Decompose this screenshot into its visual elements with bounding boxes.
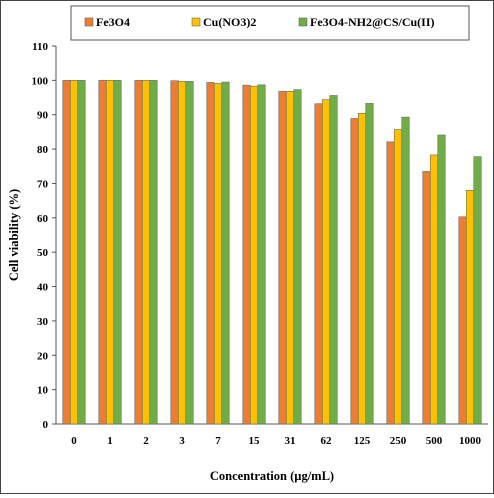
x-axis: 0 1 2 3 7 15 31 62 125 250 500 1000 (56, 423, 488, 447)
bar-Cu(NO3)2-62 (321, 99, 331, 425)
y-tick-label: 10 (37, 385, 49, 397)
bar-Cu(NO3)2-500 (429, 154, 439, 425)
bar-Cu(NO3)2-125 (357, 113, 367, 425)
bar-Fe3O4-7 (206, 82, 215, 425)
bar-Cu(NO3)2-1000 (465, 190, 475, 425)
x-tick-label: 62 (321, 435, 333, 447)
bar-group (62, 80, 482, 425)
x-tick-label: 31 (285, 435, 296, 447)
y-tick-label: 70 (37, 178, 49, 190)
y-axis-title: Cell viability (%) (7, 189, 21, 281)
x-tick-label: 7 (215, 435, 221, 447)
bar-Fe3O4-3 (170, 80, 179, 425)
y-tick-label: 30 (37, 316, 49, 328)
x-tick-label: 0 (71, 435, 77, 447)
bar-Fe3O4-NH2@CS/Cu(II)-15 (257, 84, 266, 425)
bar-Cu(NO3)2-15 (249, 85, 259, 425)
bar-Cu(NO3)2-250 (393, 129, 403, 425)
bar-Cu(NO3)2-7 (213, 83, 223, 425)
x-tick-label: 15 (249, 435, 261, 447)
legend-swatch-Cu(NO3)2 (191, 17, 201, 27)
bar-Fe3O4-500 (422, 171, 431, 425)
bar-Fe3O4-NH2@CS/Cu(II)-1000 (473, 156, 482, 425)
bar-Fe3O4-NH2@CS/Cu(II)-7 (221, 81, 230, 425)
bar-Cu(NO3)2-2 (141, 80, 151, 425)
bar-Fe3O4-NH2@CS/Cu(II)-0 (77, 80, 86, 425)
bar-Fe3O4-NH2@CS/Cu(II)-1 (113, 80, 122, 425)
bar-Fe3O4-NH2@CS/Cu(II)-500 (437, 134, 446, 425)
legend-swatch-Fe3O4 (84, 17, 94, 27)
x-tick-label: 3 (179, 435, 185, 447)
y-tick-label: 50 (37, 247, 49, 259)
bar-Fe3O4-1000 (458, 216, 467, 425)
legend-label-Fe3O4: Fe3O4 (96, 15, 130, 29)
bar-Fe3O4-250 (386, 141, 395, 425)
bar-Fe3O4-31 (278, 91, 287, 425)
legend-box (70, 5, 470, 41)
legend-label-Cu(NO3)2: Cu(NO3)2 (203, 15, 256, 29)
y-tick-label: 110 (32, 41, 48, 53)
x-tick-label: 2 (143, 435, 149, 447)
y-tick-label: 0 (43, 419, 49, 431)
bar-Cu(NO3)2-3 (177, 81, 187, 425)
bar-Fe3O4-62 (314, 103, 323, 425)
bar-Fe3O4-NH2@CS/Cu(II)-62 (329, 95, 338, 425)
x-tick-label: 500 (426, 435, 443, 447)
y-tick-label: 90 (37, 110, 49, 122)
bar-Fe3O4-2 (134, 80, 143, 425)
bar-Fe3O4-NH2@CS/Cu(II)-125 (365, 103, 374, 425)
bar-Fe3O4-1 (98, 80, 107, 425)
bar-Fe3O4-NH2@CS/Cu(II)-250 (401, 116, 410, 425)
y-tick-label: 60 (37, 213, 49, 225)
bar-Fe3O4-0 (62, 80, 71, 425)
bar-Cu(NO3)2-1 (105, 80, 115, 425)
x-axis-title: Concentration (µg/mL) (210, 469, 334, 483)
x-tick-label: 1000 (459, 435, 482, 447)
x-tick-label: 250 (390, 435, 407, 447)
y-tick-label: 40 (37, 282, 49, 294)
bar-Fe3O4-NH2@CS/Cu(II)-3 (185, 81, 194, 425)
bar-Cu(NO3)2-31 (285, 91, 295, 425)
bar-Fe3O4-NH2@CS/Cu(II)-2 (149, 80, 158, 425)
x-tick-label: 1 (107, 435, 113, 447)
y-axis: 0 10 20 30 40 50 60 70 80 90 100 110 (32, 41, 57, 431)
y-tick-label: 100 (32, 75, 49, 87)
bar-Cu(NO3)2-0 (69, 80, 79, 425)
y-tick-label: 20 (37, 350, 49, 362)
bar-Fe3O4-125 (350, 118, 359, 425)
legend-swatch-Fe3O4-NH2@CS/Cu(II) (298, 17, 308, 27)
legend: Fe3O4 Cu(NO3)2 Fe3O4-NH2@CS/Cu(II) (84, 15, 435, 29)
x-tick-label: 125 (354, 435, 371, 447)
bar-Fe3O4-NH2@CS/Cu(II)-31 (293, 89, 302, 425)
y-tick-label: 80 (37, 144, 49, 156)
legend-label-Fe3O4-NH2@CS/Cu(II): Fe3O4-NH2@CS/Cu(II) (310, 15, 435, 29)
bar-Fe3O4-15 (242, 84, 251, 425)
